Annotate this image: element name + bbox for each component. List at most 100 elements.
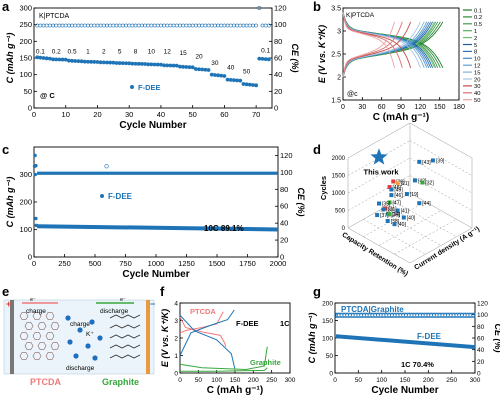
capacity-point [187,65,192,70]
z-tick-label: 0 [342,226,346,232]
ce-point [152,23,157,28]
plot-title-g: PTCDA|Graphite [341,305,404,314]
ce-point [423,313,428,317]
ce-point [342,313,347,317]
rate-label-f: 1C [280,319,290,328]
capacity-point [133,61,138,66]
ce-point [86,23,90,28]
rate-label: 30 [211,60,219,67]
graphite-layer [109,344,141,349]
x-axis-label-g: Cycle Number [371,385,438,396]
ce-point [241,23,246,28]
capacity-point [232,78,236,83]
ref-marker [430,158,435,163]
ce-point [79,23,84,28]
potassium-ion [97,335,103,341]
y2-tick-label-a: 100 [274,20,287,29]
rate-label: 50 [243,68,251,75]
capacity-point [146,62,151,67]
x-tick-label-c: 250 [58,259,71,268]
ref-label: [46] [394,193,403,199]
x-tick-label-c: 2000 [270,259,287,268]
panel-letter: b [313,0,321,14]
capacity-point [225,77,230,82]
x-tick-label-g: 250 [446,377,457,384]
y2-tick-label-g: 120 [477,301,488,308]
y2-tick-label-a: 40 [274,70,282,79]
ptcda-hexagon [45,332,55,340]
legend-label: F-DEE [417,332,442,341]
capacity-point [108,60,113,65]
cube-edge [409,192,473,229]
ptcda-charge-curve [179,311,224,334]
y2-tick-label-g: 40 [477,347,485,354]
capacity-point [251,83,255,87]
capacity-point [244,82,249,87]
z-tick-label: 1500 [332,174,346,180]
ptcda-hexagon [45,352,55,360]
ref-marker [404,192,409,197]
ref-label: [47] [393,200,402,206]
capacity-point [168,63,173,68]
ref-marker [377,201,381,206]
potassium-ion [65,315,71,321]
ce-point [124,23,128,28]
capacity-point [44,56,49,61]
capacity-initial-point [33,172,38,177]
capacity-point [120,61,125,66]
ref-label: [32] [425,181,434,187]
ce-point [70,23,74,28]
legend-label: 8 [474,50,477,56]
y-tick-label-a: 0 [28,104,32,113]
arrow-label-discharge-mid: discharge [66,365,95,372]
ce-point [187,23,192,28]
plot-frame-b [342,7,460,101]
y2-tick-label-c: 20 [280,236,288,245]
ce-point [95,23,100,28]
capacity-point [181,64,186,69]
legend-label: F-DEE [138,83,161,92]
ce-point [60,23,65,28]
y2-tick-label-g: 60 [477,336,485,343]
ce-point [225,23,230,28]
ce-point [162,23,167,28]
ce-point [51,23,55,28]
charge-curve-30 [342,21,412,78]
x-tick-label-a: 10 [62,110,70,119]
ref-marker [385,219,390,223]
ref-marker [386,212,391,216]
y2-tick-label-a: 0 [274,104,278,113]
ref-label: [48] [393,185,402,191]
y2-tick-label-a: 60 [274,54,282,63]
ref-marker [392,222,397,227]
x-tick-label-c: 750 [119,259,132,268]
ce-point [426,313,431,317]
capacity-point [114,61,119,65]
ptcda-hexagon [50,322,60,330]
rate-label: 2 [102,48,106,55]
ref-marker [417,201,422,206]
y-tick-label-g: 100 [322,336,333,343]
ce-point [238,23,243,28]
ref-label: [36] [391,212,400,218]
y-tick-label-b: 1.5 [331,98,341,105]
capacity-point [79,59,84,64]
capacity-point [89,59,94,64]
ce-point [136,23,141,28]
ref-marker [417,159,422,164]
ce-point [365,313,369,317]
ptcda-hexagon [19,332,29,340]
ref-label: [43] [422,160,431,166]
ref-label: [38] [391,219,400,225]
ce-point [412,313,417,317]
ce-point [159,23,163,28]
ce-point [228,23,233,28]
potassium-ion [92,355,98,361]
capacity-point [51,57,55,62]
panel-letter: g [313,284,321,299]
ce-point [149,23,154,28]
graphite-layer [109,354,141,359]
ce-point [443,313,447,317]
rate-label: 0.2 [52,48,61,55]
legend-label: 10 [474,57,480,63]
